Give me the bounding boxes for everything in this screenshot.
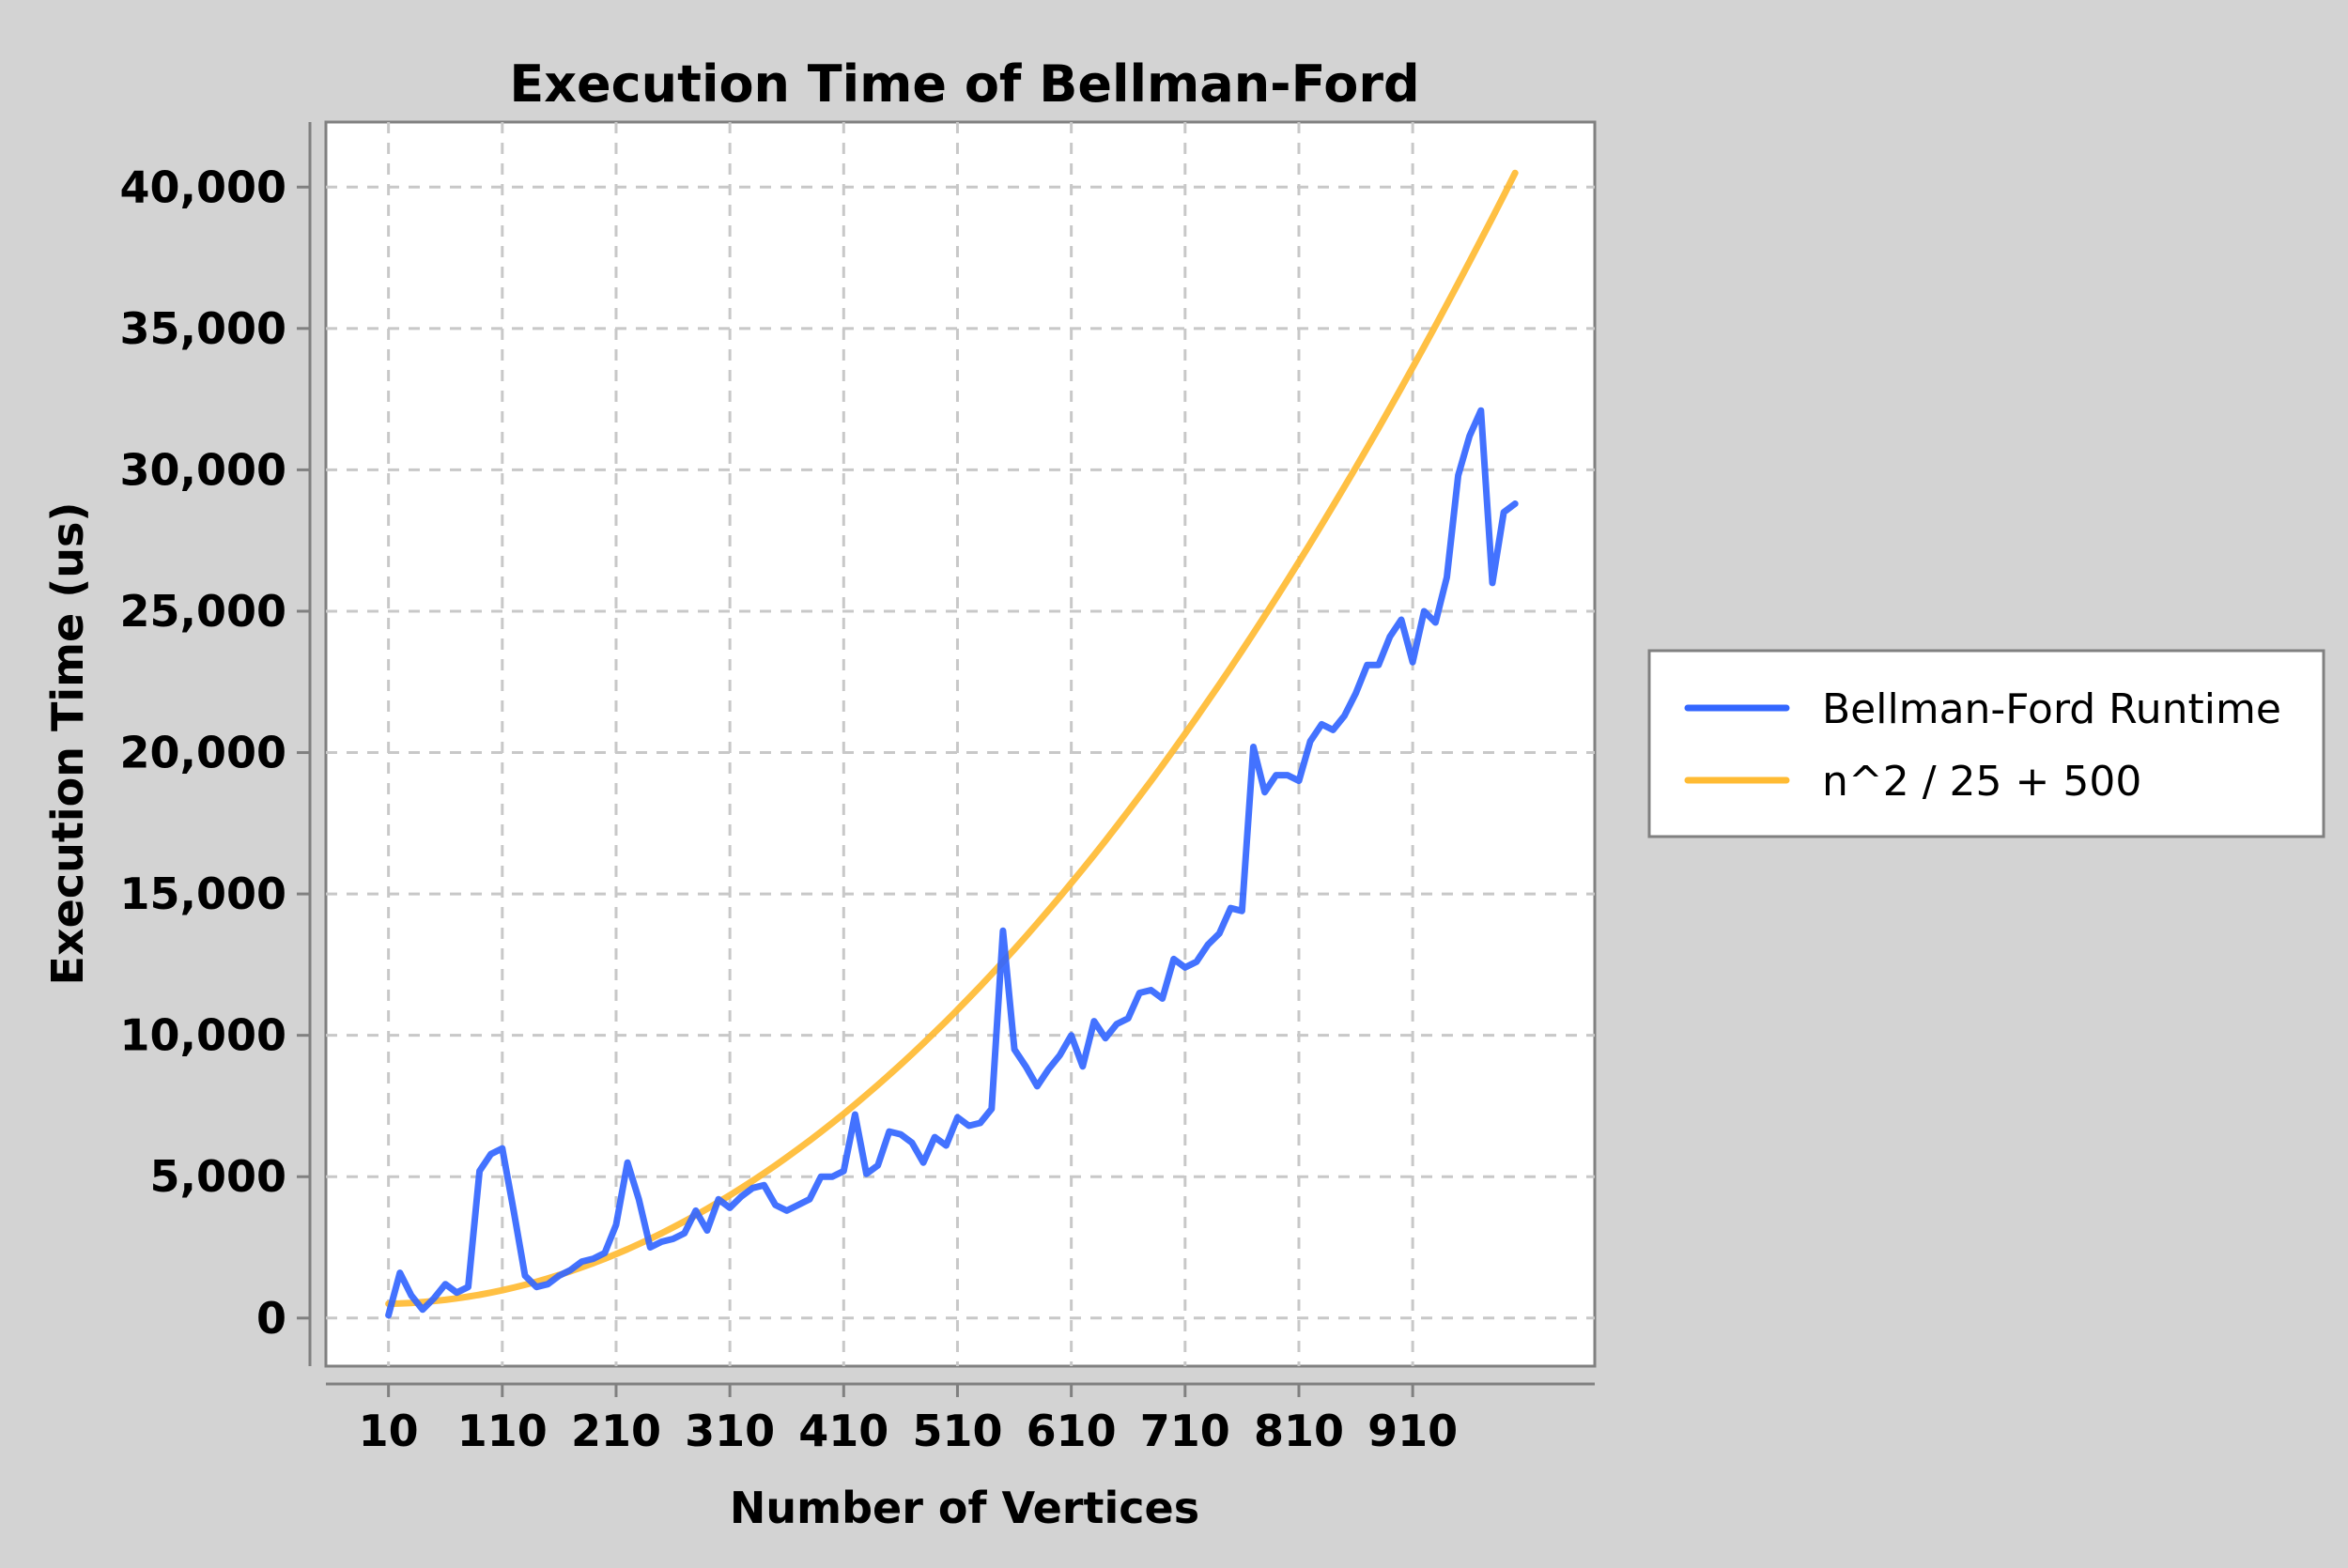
y-tick-label: 30,000 — [119, 444, 286, 495]
x-tick-label: 210 — [571, 1406, 661, 1456]
legend-label-reference-curve: n^2 / 25 + 500 — [1822, 758, 2141, 806]
chart-title: Execution Time of Bellman-Ford — [509, 54, 1419, 114]
x-tick-label: 10 — [359, 1406, 419, 1456]
legend-box — [1647, 649, 2325, 838]
y-tick-label: 15,000 — [119, 869, 286, 919]
y-tick-label: 35,000 — [119, 303, 286, 354]
x-axis-label: Number of Vertices — [730, 1483, 1199, 1533]
bellman-ford-runtime-line — [385, 407, 1519, 1319]
plot-area — [324, 120, 1597, 1368]
x-tick-label: 910 — [1367, 1406, 1458, 1456]
y-tick-label: 0 — [256, 1293, 286, 1344]
y-axis-ticks: 0 5,000 10,000 15,000 20,000 25,000 30,000 35,0… — [119, 161, 310, 1344]
x-tick-label: 810 — [1254, 1406, 1344, 1456]
x-tick-label: 710 — [1140, 1406, 1230, 1456]
y-tick-label: 10,000 — [119, 1010, 286, 1061]
legend-label-bellman-ford: Bellman-Ford Runtime — [1822, 685, 2281, 733]
y-tick-label: 40,000 — [119, 161, 286, 212]
y-tick-label: 20,000 — [119, 728, 286, 778]
y-tick-label: 25,000 — [119, 586, 286, 637]
y-tick-label: 5,000 — [149, 1151, 286, 1202]
x-tick-label: 510 — [912, 1406, 1002, 1456]
y-axis-label: Execution Time (us) — [42, 502, 93, 986]
x-tick-label: 410 — [798, 1406, 888, 1456]
grid — [326, 122, 1595, 1366]
series-layer — [385, 169, 1519, 1319]
x-tick-label: 310 — [685, 1406, 775, 1456]
legend: Bellman-Ford Runtime n^2 / 25 + 500 — [1647, 649, 2325, 838]
x-tick-label: 610 — [1027, 1406, 1117, 1456]
x-axis-ticks: 10 110 210 310 410 510 610 710 810 910 — [359, 1384, 1458, 1456]
x-tick-label: 110 — [457, 1406, 548, 1456]
